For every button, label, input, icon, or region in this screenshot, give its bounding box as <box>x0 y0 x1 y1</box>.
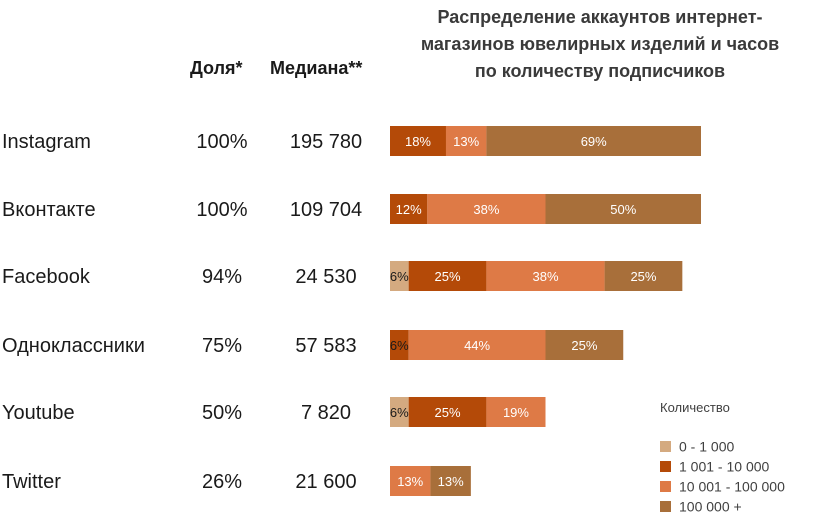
legend-swatch <box>660 481 671 493</box>
chart-title: Распределение аккаунтов интернет- магази… <box>390 4 810 85</box>
median-value: 7 820 <box>301 402 351 424</box>
bar-data-label: 6% <box>390 269 409 284</box>
bar-segment <box>390 194 428 224</box>
bar-data-label: 19% <box>503 405 529 420</box>
category-label: Вконтакте <box>2 199 96 221</box>
bar-segment <box>408 330 546 360</box>
bar-segment <box>545 194 701 224</box>
bar-data-label: 18% <box>405 134 431 149</box>
bar-segment <box>430 466 471 496</box>
bar-segment <box>545 330 624 360</box>
legend-swatch <box>660 501 671 513</box>
bar-segment <box>408 261 487 291</box>
bar-segment <box>390 330 409 360</box>
bar-segment <box>390 397 409 427</box>
legend-item: 10 001 - 100 000 <box>660 478 785 498</box>
legend-label: 0 - 1 000 <box>679 438 735 455</box>
bar-data-label: 38% <box>473 202 499 217</box>
bar-segment <box>445 126 487 156</box>
bar-data-label: 25% <box>571 338 597 353</box>
chart-title-line: Распределение аккаунтов интернет- <box>437 7 763 27</box>
share-value: 26% <box>202 471 242 493</box>
median-column-header: Медиана** <box>270 58 363 78</box>
share-value: 75% <box>202 335 242 357</box>
legend-label: 10 001 - 100 000 <box>679 478 785 495</box>
bar-data-label: 13% <box>438 474 464 489</box>
category-label: Twitter <box>2 471 61 493</box>
bar-segment <box>604 261 683 291</box>
bar-data-label: 50% <box>610 202 636 217</box>
bar-segment <box>390 261 409 291</box>
legend-label: 1 001 - 10 000 <box>679 458 770 475</box>
bar-segment <box>486 397 546 427</box>
category-label: Facebook <box>2 266 91 288</box>
bar-data-label: 25% <box>630 269 656 284</box>
category-label: Youtube <box>2 402 75 424</box>
category-label: Одноклассники <box>2 335 145 357</box>
bar-segment <box>427 194 546 224</box>
bar-data-label: 25% <box>435 405 461 420</box>
bar-segment <box>390 126 446 156</box>
share-value: 100% <box>196 199 247 221</box>
chart-title-line: по количеству подписчиков <box>474 61 726 81</box>
share-value: 100% <box>196 131 247 153</box>
median-value: 57 583 <box>295 335 356 357</box>
bar-data-label: 13% <box>397 474 423 489</box>
bar-segment <box>486 261 605 291</box>
bar-segment <box>408 397 487 427</box>
legend-item: 1 001 - 10 000 <box>660 458 769 478</box>
bar-data-label: 6% <box>390 405 409 420</box>
bar-segment <box>486 126 701 156</box>
legend-title: Количество <box>660 400 730 415</box>
bar-data-label: 44% <box>464 338 490 353</box>
legend-label: 100 000 + <box>679 498 742 515</box>
median-value: 195 780 <box>290 131 362 153</box>
bar-data-label: 12% <box>396 202 422 217</box>
bar-data-label: 69% <box>581 134 607 149</box>
bar-data-label: 6% <box>390 338 409 353</box>
legend-swatch <box>660 441 671 453</box>
share-column-header: Доля* <box>190 58 243 78</box>
legend-item: 0 - 1 000 <box>660 438 734 458</box>
category-label: Instagram <box>2 131 91 153</box>
median-value: 24 530 <box>295 266 356 288</box>
median-value: 109 704 <box>290 199 362 221</box>
share-value: 50% <box>202 402 242 424</box>
bar-data-label: 25% <box>435 269 461 284</box>
chart-title-line: магазинов ювелирных изделий и часов <box>420 34 780 54</box>
bar-data-label: 13% <box>453 134 479 149</box>
legend-item: 100 000 + <box>660 498 742 518</box>
bar-segment <box>390 466 431 496</box>
legend-swatch <box>660 461 671 473</box>
median-value: 21 600 <box>295 471 356 493</box>
share-value: 94% <box>202 266 242 288</box>
bar-data-label: 38% <box>532 269 558 284</box>
